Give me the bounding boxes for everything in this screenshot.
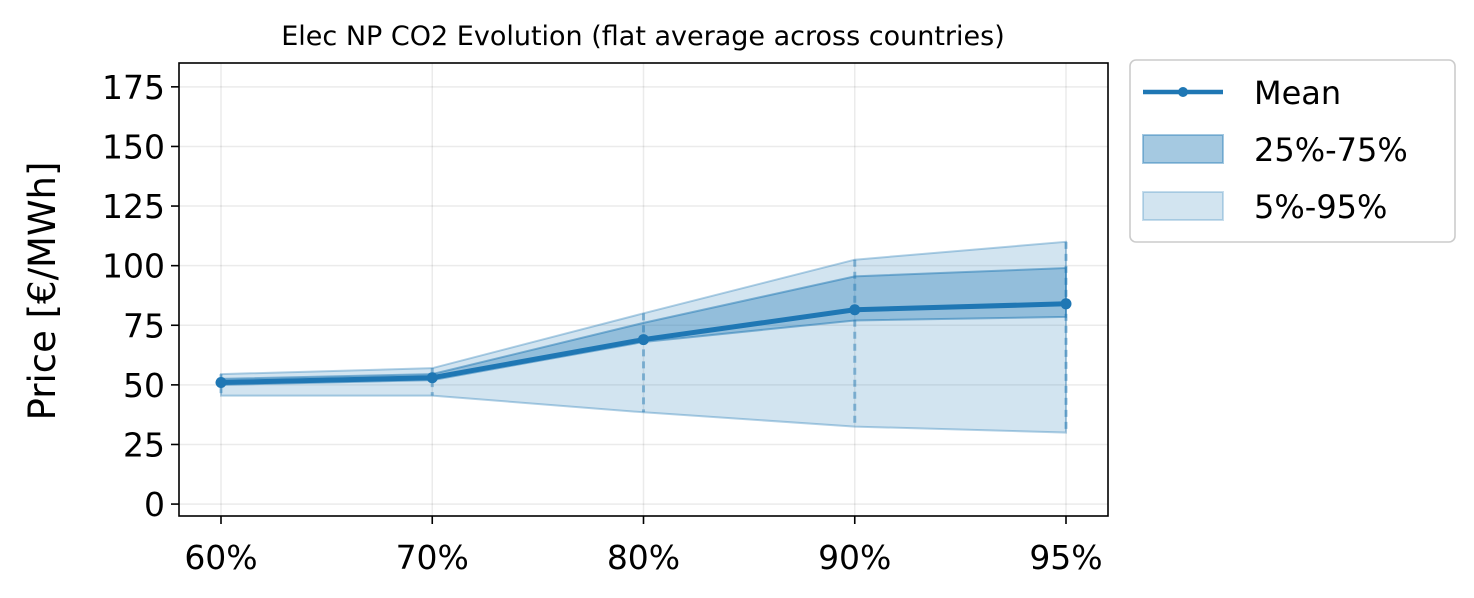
legend-90-label: 5%-95% [1254, 188, 1387, 226]
y-tick-label: 50 [123, 366, 165, 405]
mean-point [426, 372, 438, 384]
legend: Mean 25%-75% 5%-95% [1129, 59, 1456, 243]
legend-iqr-label: 25%-75% [1254, 131, 1408, 169]
chart-title: Elec NP CO2 Evolution (flat average acro… [281, 21, 1005, 52]
mean-point [638, 334, 649, 346]
legend-mean-marker [1178, 87, 1188, 97]
y-axis: 0 25 50 75 100 125 150 175 [102, 68, 179, 524]
legend-frame [1129, 59, 1456, 243]
x-tick-label: 80% [607, 538, 680, 577]
y-tick-label: 100 [102, 247, 165, 286]
legend-mean-label: Mean [1254, 74, 1341, 112]
legend-90-swatch [1142, 191, 1224, 221]
mean-point [849, 304, 861, 316]
y-tick-label: 125 [102, 187, 165, 226]
y-tick-label: 0 [144, 485, 165, 524]
x-axis: 60% 70% 80% 90% 95% [184, 516, 1103, 577]
legend-iqr-swatch [1142, 134, 1224, 164]
x-tick-label: 60% [184, 538, 257, 577]
series-lines [215, 298, 1072, 388]
y-tick-label: 150 [102, 127, 165, 166]
mean-point [215, 376, 227, 388]
x-tick-label: 70% [396, 538, 469, 577]
mean-point [1060, 298, 1072, 310]
y-tick-label: 175 [102, 68, 165, 107]
y-tick-label: 75 [123, 306, 165, 345]
y-tick-label: 25 [123, 425, 165, 464]
y-axis-label: Price [€/MWh] [21, 162, 64, 421]
x-tick-label: 95% [1029, 538, 1102, 577]
x-tick-label: 90% [818, 538, 891, 577]
